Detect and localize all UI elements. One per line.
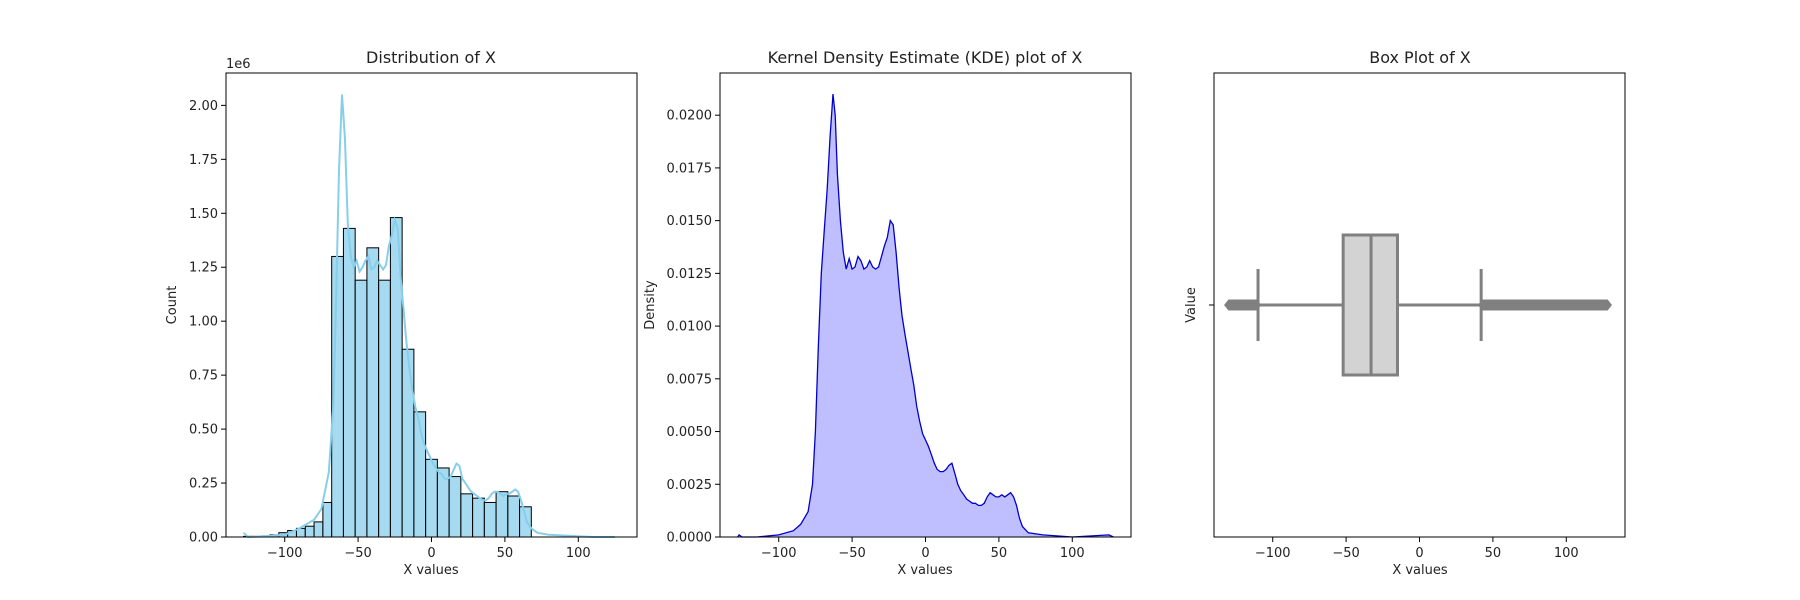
y-tick-label: 0.0175 <box>667 161 713 176</box>
y-tick-label: 0.00 <box>189 531 218 546</box>
histogram-kde-line <box>242 94 615 539</box>
histogram-bar <box>342 227 356 538</box>
histogram-bar <box>401 348 415 538</box>
x-tick-label: −50 <box>344 546 371 561</box>
histogram-bar <box>313 521 324 538</box>
x-tick-label: 0 <box>921 546 929 561</box>
histogram-bar <box>507 495 521 538</box>
y-tick-label: 0.0000 <box>667 531 713 546</box>
histogram-bar <box>378 279 391 538</box>
box-low-outliers <box>1224 299 1262 311</box>
x-tick-label: −100 <box>761 546 797 561</box>
histogram-bar <box>354 279 368 538</box>
x-tick-label: 100 <box>1554 546 1579 561</box>
x-tick-label: 50 <box>991 546 1008 561</box>
y-tick-label: 0.50 <box>189 423 218 438</box>
boxplot-x-label: X values <box>1392 563 1448 578</box>
histogram-x-label: X values <box>403 563 459 578</box>
histogram-panel: Distribution of X 1e6 X values Count −10… <box>165 48 638 578</box>
y-tick-label: 1.75 <box>189 153 218 168</box>
y-tick-label: 0.0050 <box>667 425 713 440</box>
y-tick-label: 0.25 <box>189 477 218 492</box>
kde-title: Kernel Density Estimate (KDE) plot of X <box>768 48 1083 67</box>
y-tick-label: 0.0025 <box>667 478 713 493</box>
y-tick-label: 2.00 <box>189 99 218 114</box>
x-tick-label: −50 <box>838 546 865 561</box>
histogram-bar <box>483 501 497 538</box>
histogram-y-label: Count <box>165 286 180 325</box>
histogram-plot-area: −100 −50 0 50 100 0.00 0.25 0.50 0.75 1.00 1.25 1.5… <box>189 72 638 561</box>
axes-frame <box>225 72 638 538</box>
histogram-bar <box>519 506 532 538</box>
box-high-outliers <box>1477 299 1613 311</box>
y-tick-label: 0.0075 <box>667 372 713 387</box>
kde-panel: Kernel Density Estimate (KDE) plot of X … <box>643 48 1132 578</box>
histogram-y-multiplier: 1e6 <box>226 57 251 72</box>
histogram-bar <box>460 493 474 538</box>
axes-frame <box>1213 72 1626 538</box>
boxplot-y-label: Value <box>1184 287 1199 323</box>
histogram-bar <box>472 497 485 538</box>
kde-plot-area: −100 −50 0 50 100 0.0000 0.0025 0.0050 0.0075 0.0… <box>667 72 1132 561</box>
x-tick-label: −100 <box>267 546 303 561</box>
histogram-bar <box>495 491 509 538</box>
boxplot-plot-area: −100 −50 0 50 100 <box>1209 72 1626 561</box>
histogram-bar <box>425 458 438 538</box>
kde-density-line <box>737 94 1114 538</box>
x-tick-label: 0 <box>427 546 435 561</box>
histogram-bar <box>304 525 315 538</box>
y-tick-label: 0.0100 <box>667 320 713 335</box>
y-tick-label: 0.0200 <box>667 109 713 124</box>
x-tick-label: −100 <box>1255 546 1291 561</box>
kde-x-label: X values <box>897 563 953 578</box>
y-tick-label: 1.00 <box>189 315 218 330</box>
y-tick-label: 0.0150 <box>667 214 713 229</box>
y-tick-label: 1.25 <box>189 261 218 276</box>
x-tick-label: 100 <box>1060 546 1085 561</box>
boxplot-panel: Box Plot of X X values Value −100 −50 0 50 1… <box>1184 48 1626 578</box>
y-tick-label: 1.50 <box>189 207 218 222</box>
kde-fill-area <box>737 94 1114 537</box>
histogram-bar <box>448 476 462 538</box>
histogram-title: Distribution of X <box>366 48 496 67</box>
boxplot-title: Box Plot of X <box>1369 48 1471 67</box>
histogram-bar <box>322 501 333 538</box>
x-tick-label: 100 <box>566 546 591 561</box>
y-tick-label: 0.0125 <box>667 267 713 282</box>
x-tick-label: 50 <box>497 546 514 561</box>
kde-y-label: Density <box>643 280 658 330</box>
x-tick-label: 0 <box>1415 546 1423 561</box>
y-tick-label: 0.75 <box>189 369 218 384</box>
x-tick-label: 50 <box>1485 546 1502 561</box>
axes-frame <box>719 72 1132 538</box>
histogram-bar <box>366 247 380 538</box>
x-tick-label: −50 <box>1332 546 1359 561</box>
